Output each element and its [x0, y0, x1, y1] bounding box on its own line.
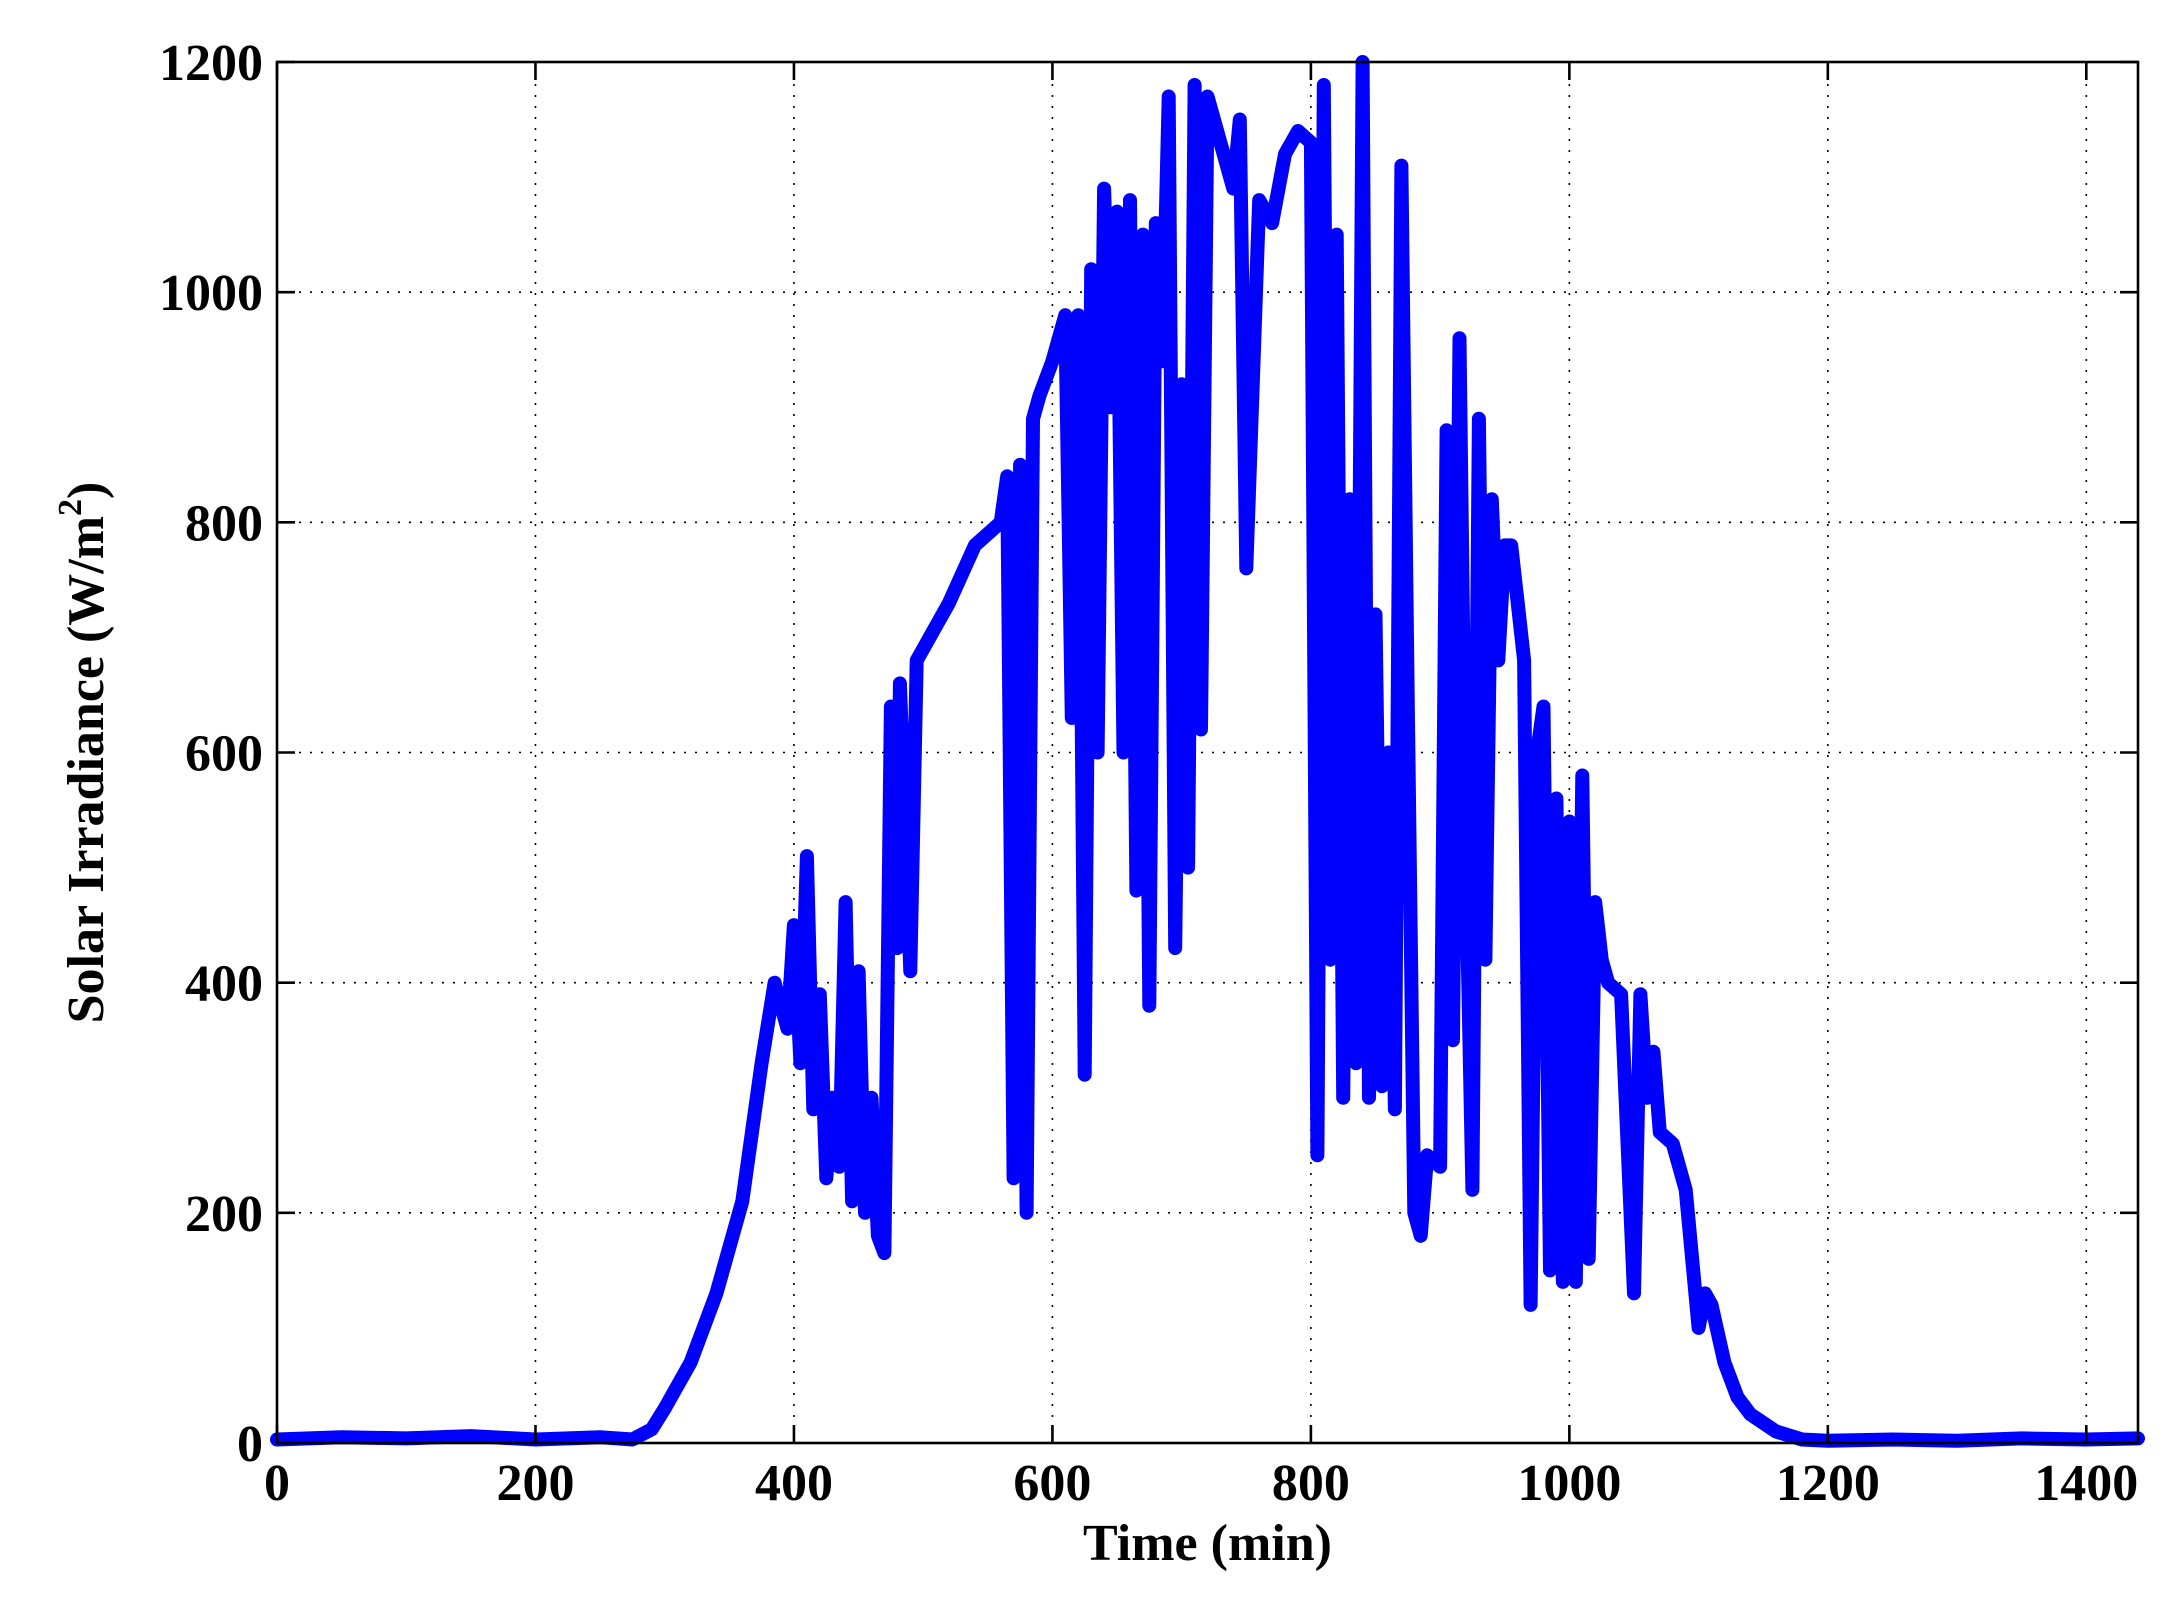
- y-tick-label: 1000: [159, 265, 263, 322]
- x-tick-label: 600: [1013, 1455, 1091, 1512]
- y-axis-label: Solar Irradiance (W/m2): [52, 482, 115, 1024]
- y-axis-label-superscript: 2: [52, 499, 89, 516]
- x-tick-label: 400: [755, 1455, 833, 1512]
- x-tick-label: 200: [496, 1455, 574, 1512]
- y-tick-label: 600: [185, 726, 263, 783]
- x-tick-labels: 0 200 400 600 800 1000 1200 1400: [264, 1455, 2138, 1512]
- series-line: [270, 55, 2145, 1448]
- y-tick-labels: 0 200 400 600 800 1000 1200: [159, 35, 263, 1473]
- y-axis-label-text: Solar Irradiance (W/m: [58, 516, 115, 1023]
- x-tick-label: 800: [1272, 1455, 1350, 1512]
- y-tick-label: 200: [185, 1186, 263, 1243]
- x-tick-label: 0: [264, 1455, 290, 1512]
- y-axis-label-close: ): [58, 482, 115, 499]
- x-tick-label: 1400: [2034, 1455, 2138, 1512]
- series-group: [270, 55, 2145, 1448]
- x-axis-label: Time (min): [1083, 1515, 1332, 1572]
- y-tick-label: 1200: [159, 35, 263, 92]
- y-tick-label: 0: [237, 1416, 263, 1473]
- x-tick-label: 1200: [1776, 1455, 1880, 1512]
- x-tick-label: 1000: [1517, 1455, 1621, 1512]
- axis-ticks: [275, 60, 2138, 1445]
- y-tick-label: 800: [185, 495, 263, 552]
- y-tick-label: 400: [185, 956, 263, 1013]
